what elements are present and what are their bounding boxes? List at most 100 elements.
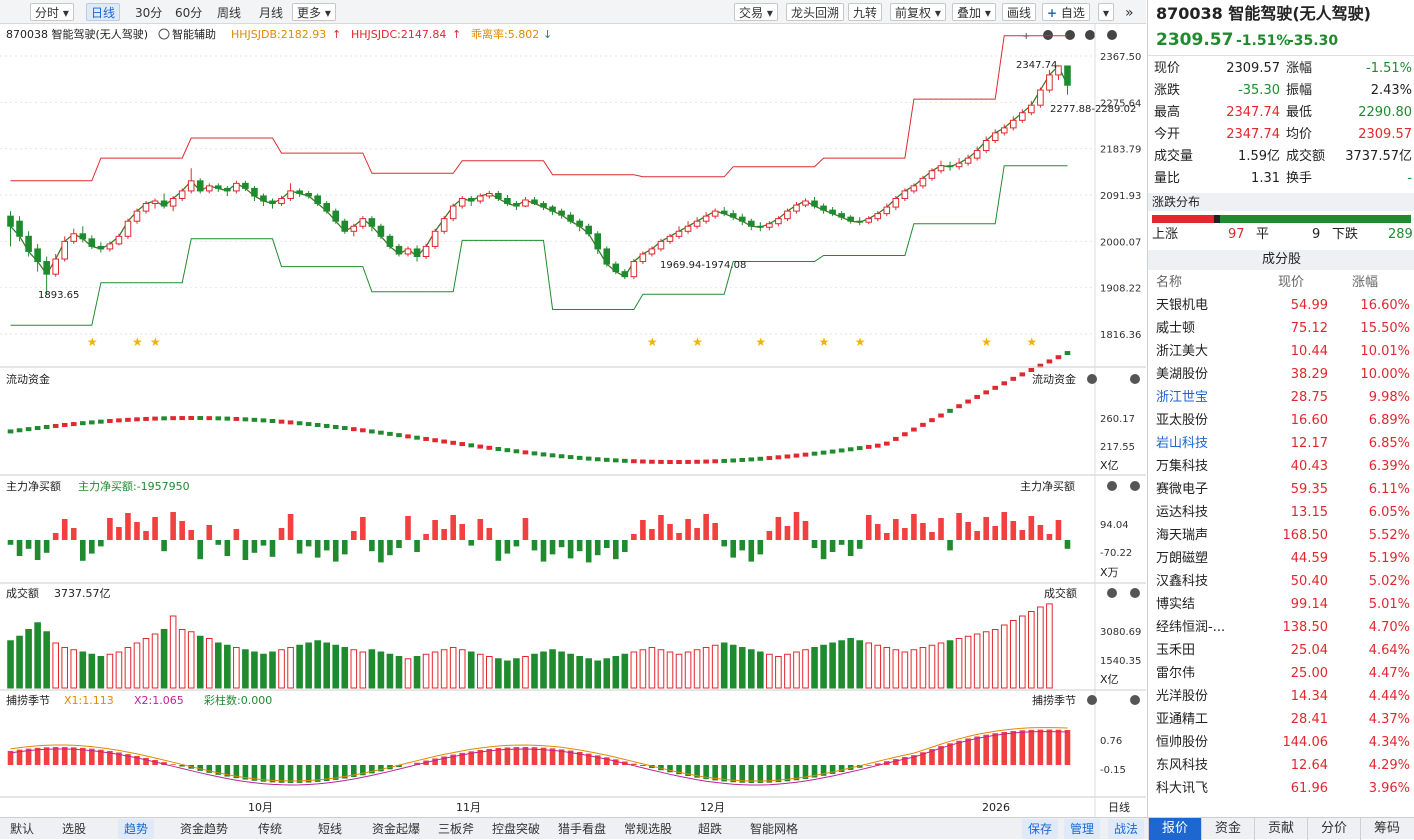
manage-button[interactable]: 管理 [1064,819,1100,839]
candle-body[interactable] [857,221,863,222]
candle-body[interactable] [351,226,357,231]
candle-body[interactable] [785,211,791,219]
candle-body[interactable] [487,193,493,196]
candle-body[interactable] [252,188,258,196]
candle-body[interactable] [667,236,673,241]
assist-dropdown-icon[interactable] [159,29,169,39]
candle-body[interactable] [721,211,727,214]
candle-body[interactable] [550,207,556,211]
candle-body[interactable] [225,188,231,191]
candle-body[interactable] [306,193,312,196]
candle-body[interactable] [514,204,520,207]
leader-review-button[interactable]: 龙头回溯 [786,3,844,21]
candle-body[interactable] [206,186,212,191]
bottom-tab[interactable]: 选股 [56,819,92,839]
candle-body[interactable] [1001,128,1007,133]
candle-body[interactable] [794,205,800,211]
candle-body[interactable] [1065,66,1071,85]
candle-body[interactable] [541,204,547,208]
candle-body[interactable] [830,210,836,214]
candle-body[interactable] [288,191,294,199]
candle-body[interactable] [62,241,68,259]
candle-body[interactable] [685,226,691,231]
quote-tab[interactable]: 贡献 [1254,818,1307,840]
more-dropdown[interactable]: 更多 ▾ [292,3,336,21]
candle-body[interactable] [866,219,872,223]
candle-body[interactable] [152,201,158,204]
candle-body[interactable] [595,234,601,249]
candle-body[interactable] [523,200,529,206]
bottom-tab[interactable]: 资金趋势 [174,819,234,839]
candle-body[interactable] [53,259,59,274]
candle-body[interactable] [947,166,953,167]
candle-body[interactable] [468,198,474,201]
candle-body[interactable] [965,158,971,163]
candle-body[interactable] [974,151,980,159]
candle-body[interactable] [143,204,149,212]
candle-body[interactable] [884,207,890,214]
candle-body[interactable] [911,186,917,191]
candle-body[interactable] [505,198,511,203]
collapse-chevron-icon[interactable]: » [1120,3,1139,21]
candle-body[interactable] [586,226,592,234]
candle-body[interactable] [1010,120,1016,128]
candle-body[interactable] [432,231,438,246]
watchlist-dropdown-icon[interactable]: ▾ [1098,3,1114,21]
candle-body[interactable] [577,221,583,226]
candle-body[interactable] [703,216,709,221]
save-button[interactable]: 保存 [1022,819,1058,839]
candle-body[interactable] [658,241,664,249]
candle-body[interactable] [441,219,447,232]
candle-body[interactable] [26,236,32,251]
candle-body[interactable] [279,198,285,203]
candle-body[interactable] [80,234,86,239]
watchlist-button[interactable]: + 自选 [1042,3,1090,21]
candle-body[interactable] [893,198,899,207]
tab-weekly[interactable]: 周线 [212,3,246,21]
candle-body[interactable] [1029,105,1035,113]
candle-body[interactable] [98,246,104,249]
candle-body[interactable] [920,178,926,186]
candle-body[interactable] [712,211,718,216]
candle-body[interactable] [532,200,538,204]
candle-body[interactable] [188,181,194,191]
candle-body[interactable] [1038,90,1044,105]
candle-body[interactable] [559,211,565,215]
bottom-tab[interactable]: 趋势 [118,819,154,839]
candle-body[interactable] [676,231,682,236]
candle-body[interactable] [369,219,375,227]
candle-body[interactable] [387,236,393,246]
quote-tab[interactable]: 分价 [1307,818,1360,840]
candle-body[interactable] [179,191,185,199]
candle-body[interactable] [758,226,764,227]
candle-body[interactable] [414,249,420,257]
candle-body[interactable] [496,193,502,198]
candle-body[interactable] [17,221,23,236]
candle-body[interactable] [848,217,854,221]
candle-body[interactable] [107,244,113,249]
quote-tab[interactable]: 报价 [1148,818,1201,840]
candle-body[interactable] [730,214,736,218]
candle-body[interactable] [956,163,962,167]
candle-body[interactable] [568,215,574,221]
candle-body[interactable] [640,254,646,262]
candle-body[interactable] [459,198,465,206]
tab-fenshi[interactable]: 分时 ▾ [30,3,74,21]
trade-dropdown[interactable]: 交易 ▾ [734,3,778,21]
tab-daily[interactable]: 日线 [86,3,120,21]
